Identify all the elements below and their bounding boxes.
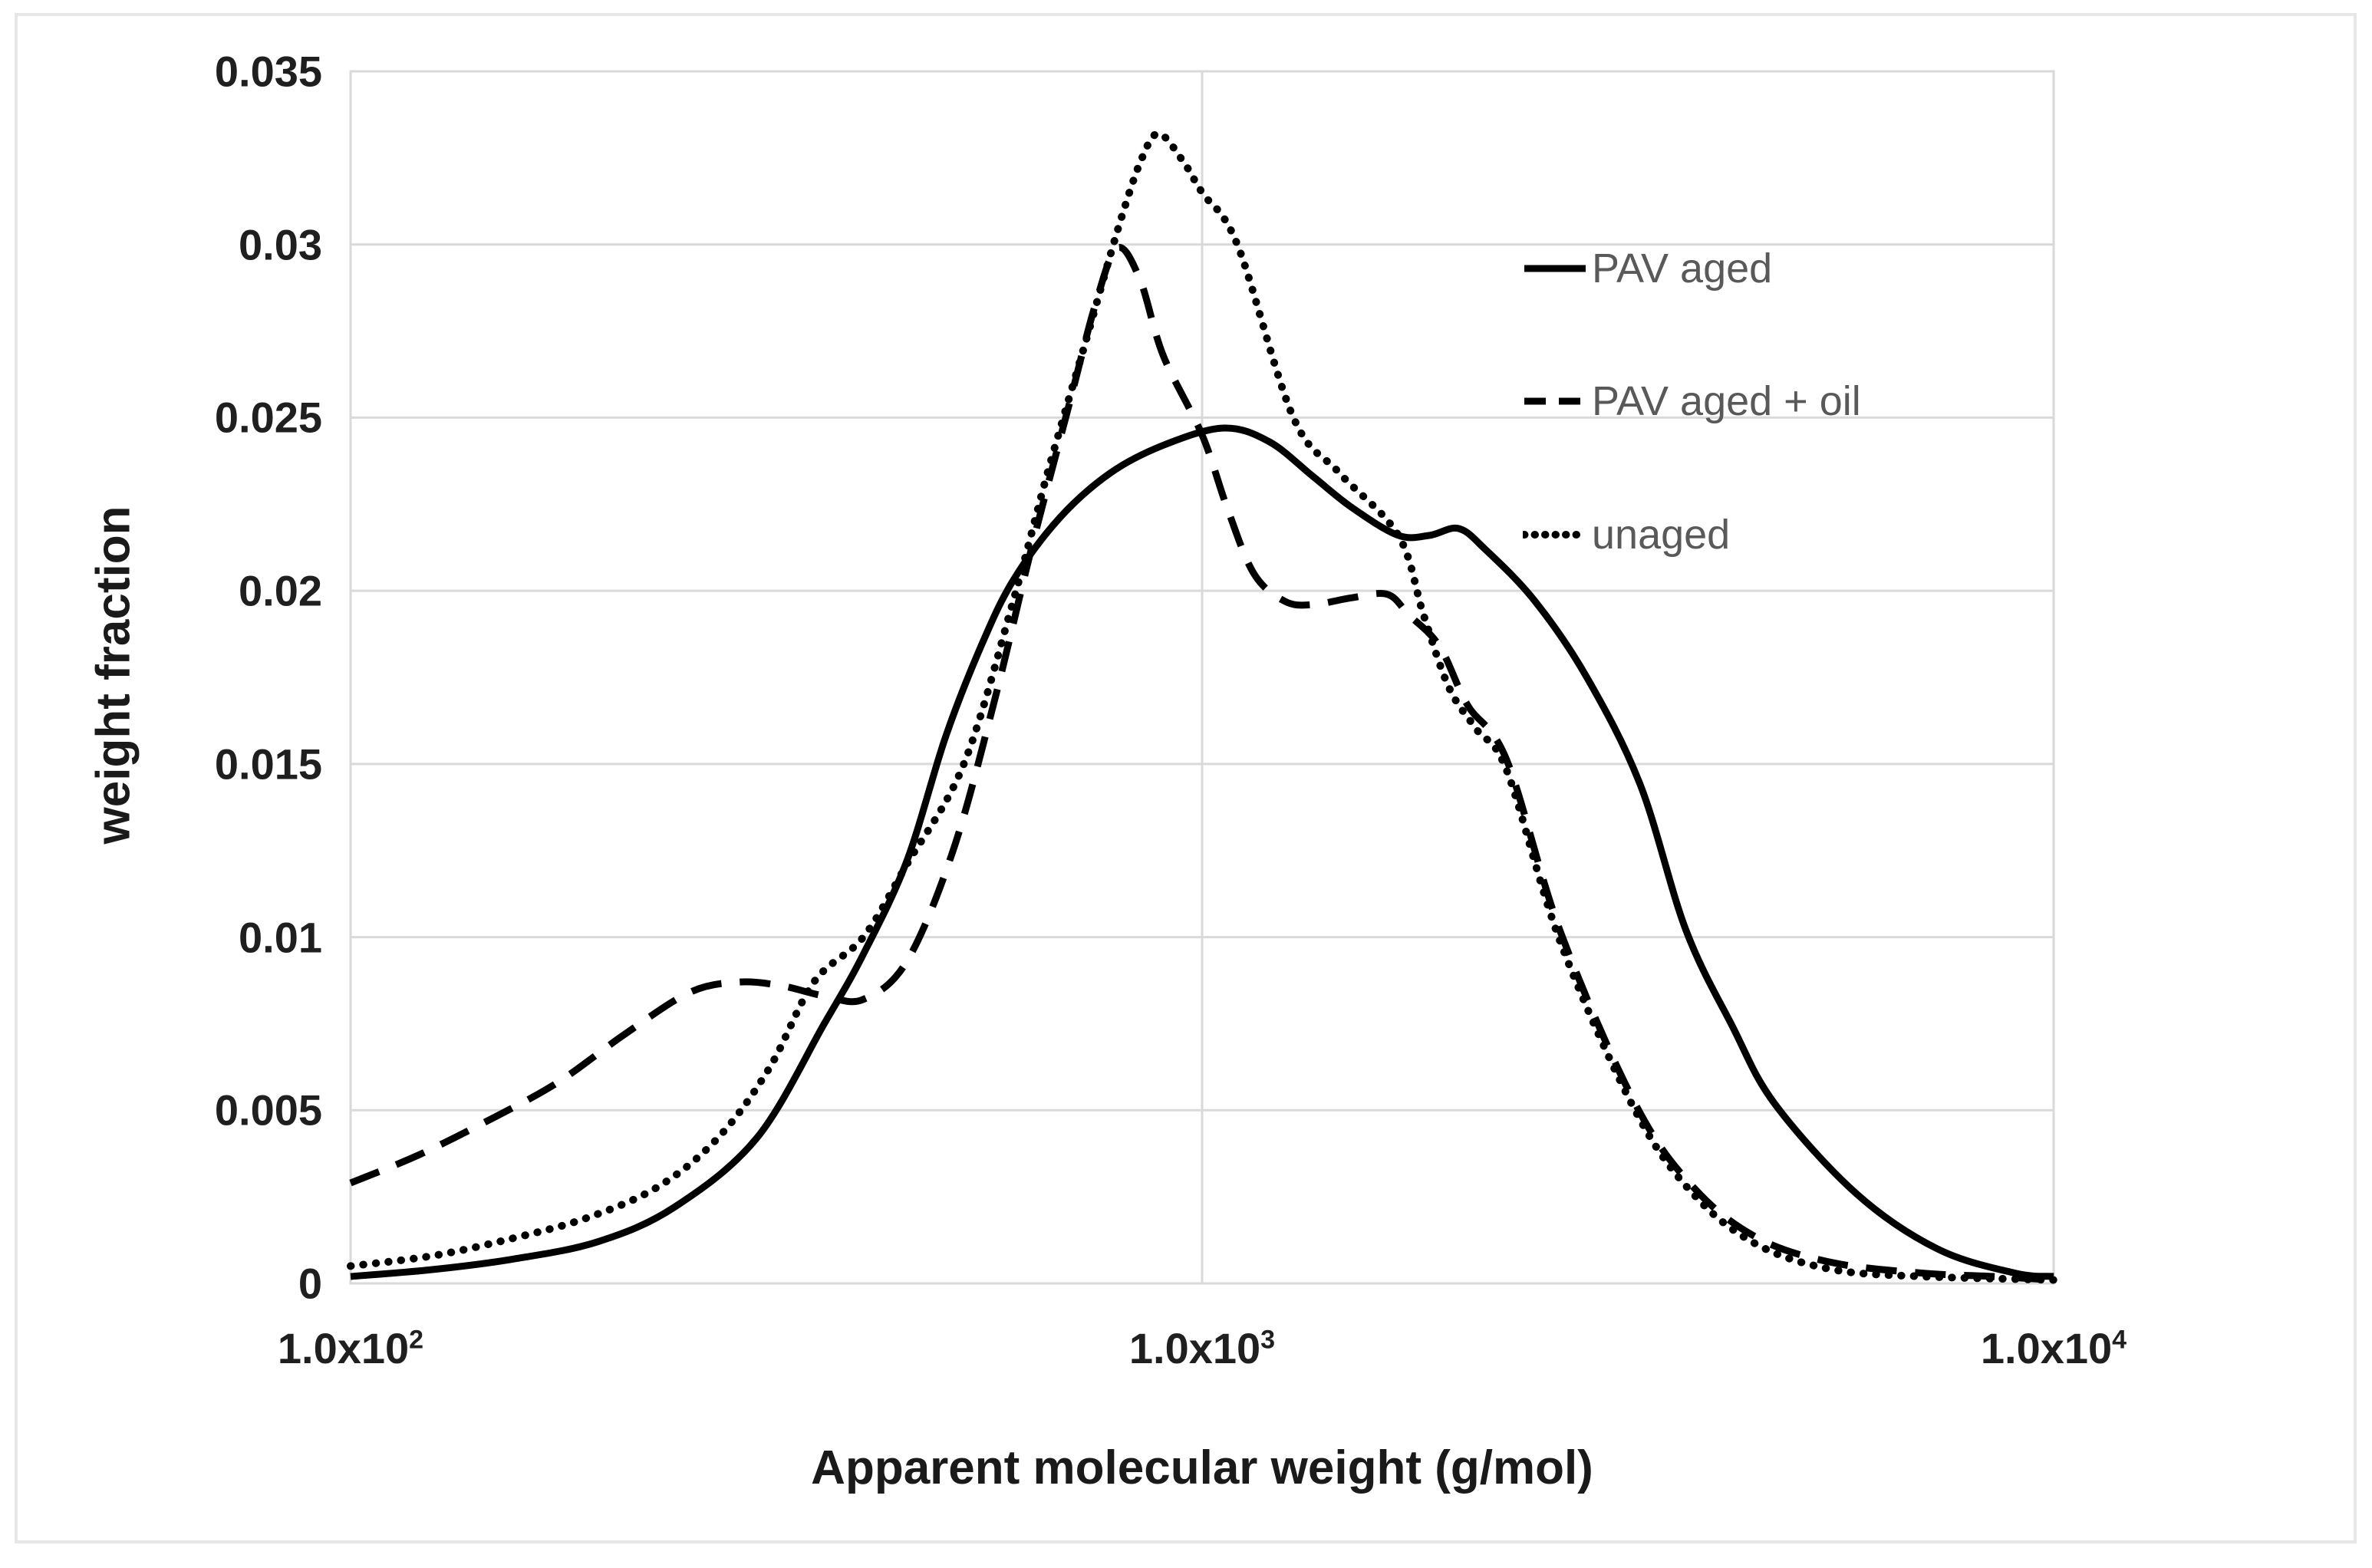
legend-entry: PAV aged + oil (1523, 374, 1861, 428)
y-tick-label: 0.005 (214, 1085, 322, 1135)
legend-label: PAV aged (1592, 245, 1773, 292)
plot-frame (349, 70, 2055, 1285)
x-tick-label: 1.0x104 (1980, 1324, 2127, 1372)
y-tick-label: 0.01 (239, 913, 322, 962)
legend-label: unaged (1592, 512, 1731, 558)
y-tick-label: 0.015 (214, 740, 322, 789)
legend-label: PAV aged + oil (1592, 378, 1861, 424)
y-tick-label: 0 (298, 1259, 322, 1308)
legend-line-sample-solid (1524, 265, 1586, 272)
legend-entry: unaged (1523, 508, 1730, 562)
y-tick-label: 0.03 (239, 220, 322, 269)
y-axis-title: weight fraction (87, 506, 140, 845)
y-tick-label: 0.02 (239, 566, 322, 615)
legend-line-sample-dotted (1523, 531, 1587, 539)
y-tick-label: 0.035 (214, 47, 322, 96)
figure-outer-border (15, 13, 2357, 1543)
legend-entry: PAV aged (1523, 242, 1772, 295)
y-tick-label: 0.025 (214, 393, 322, 442)
x-tick-label: 1.0x103 (1128, 1324, 1276, 1372)
series-curve-unaged (347, 130, 2057, 1284)
x-axis-title: Apparent molecular weight (g/mol) (811, 1441, 1593, 1494)
series-curve-pav-aged-oil (349, 244, 2054, 1283)
x-tick-label: 1.0x102 (277, 1324, 424, 1372)
series-curve-pav-aged (350, 424, 2054, 1280)
legend-line-sample-dashed (1524, 397, 1586, 405)
